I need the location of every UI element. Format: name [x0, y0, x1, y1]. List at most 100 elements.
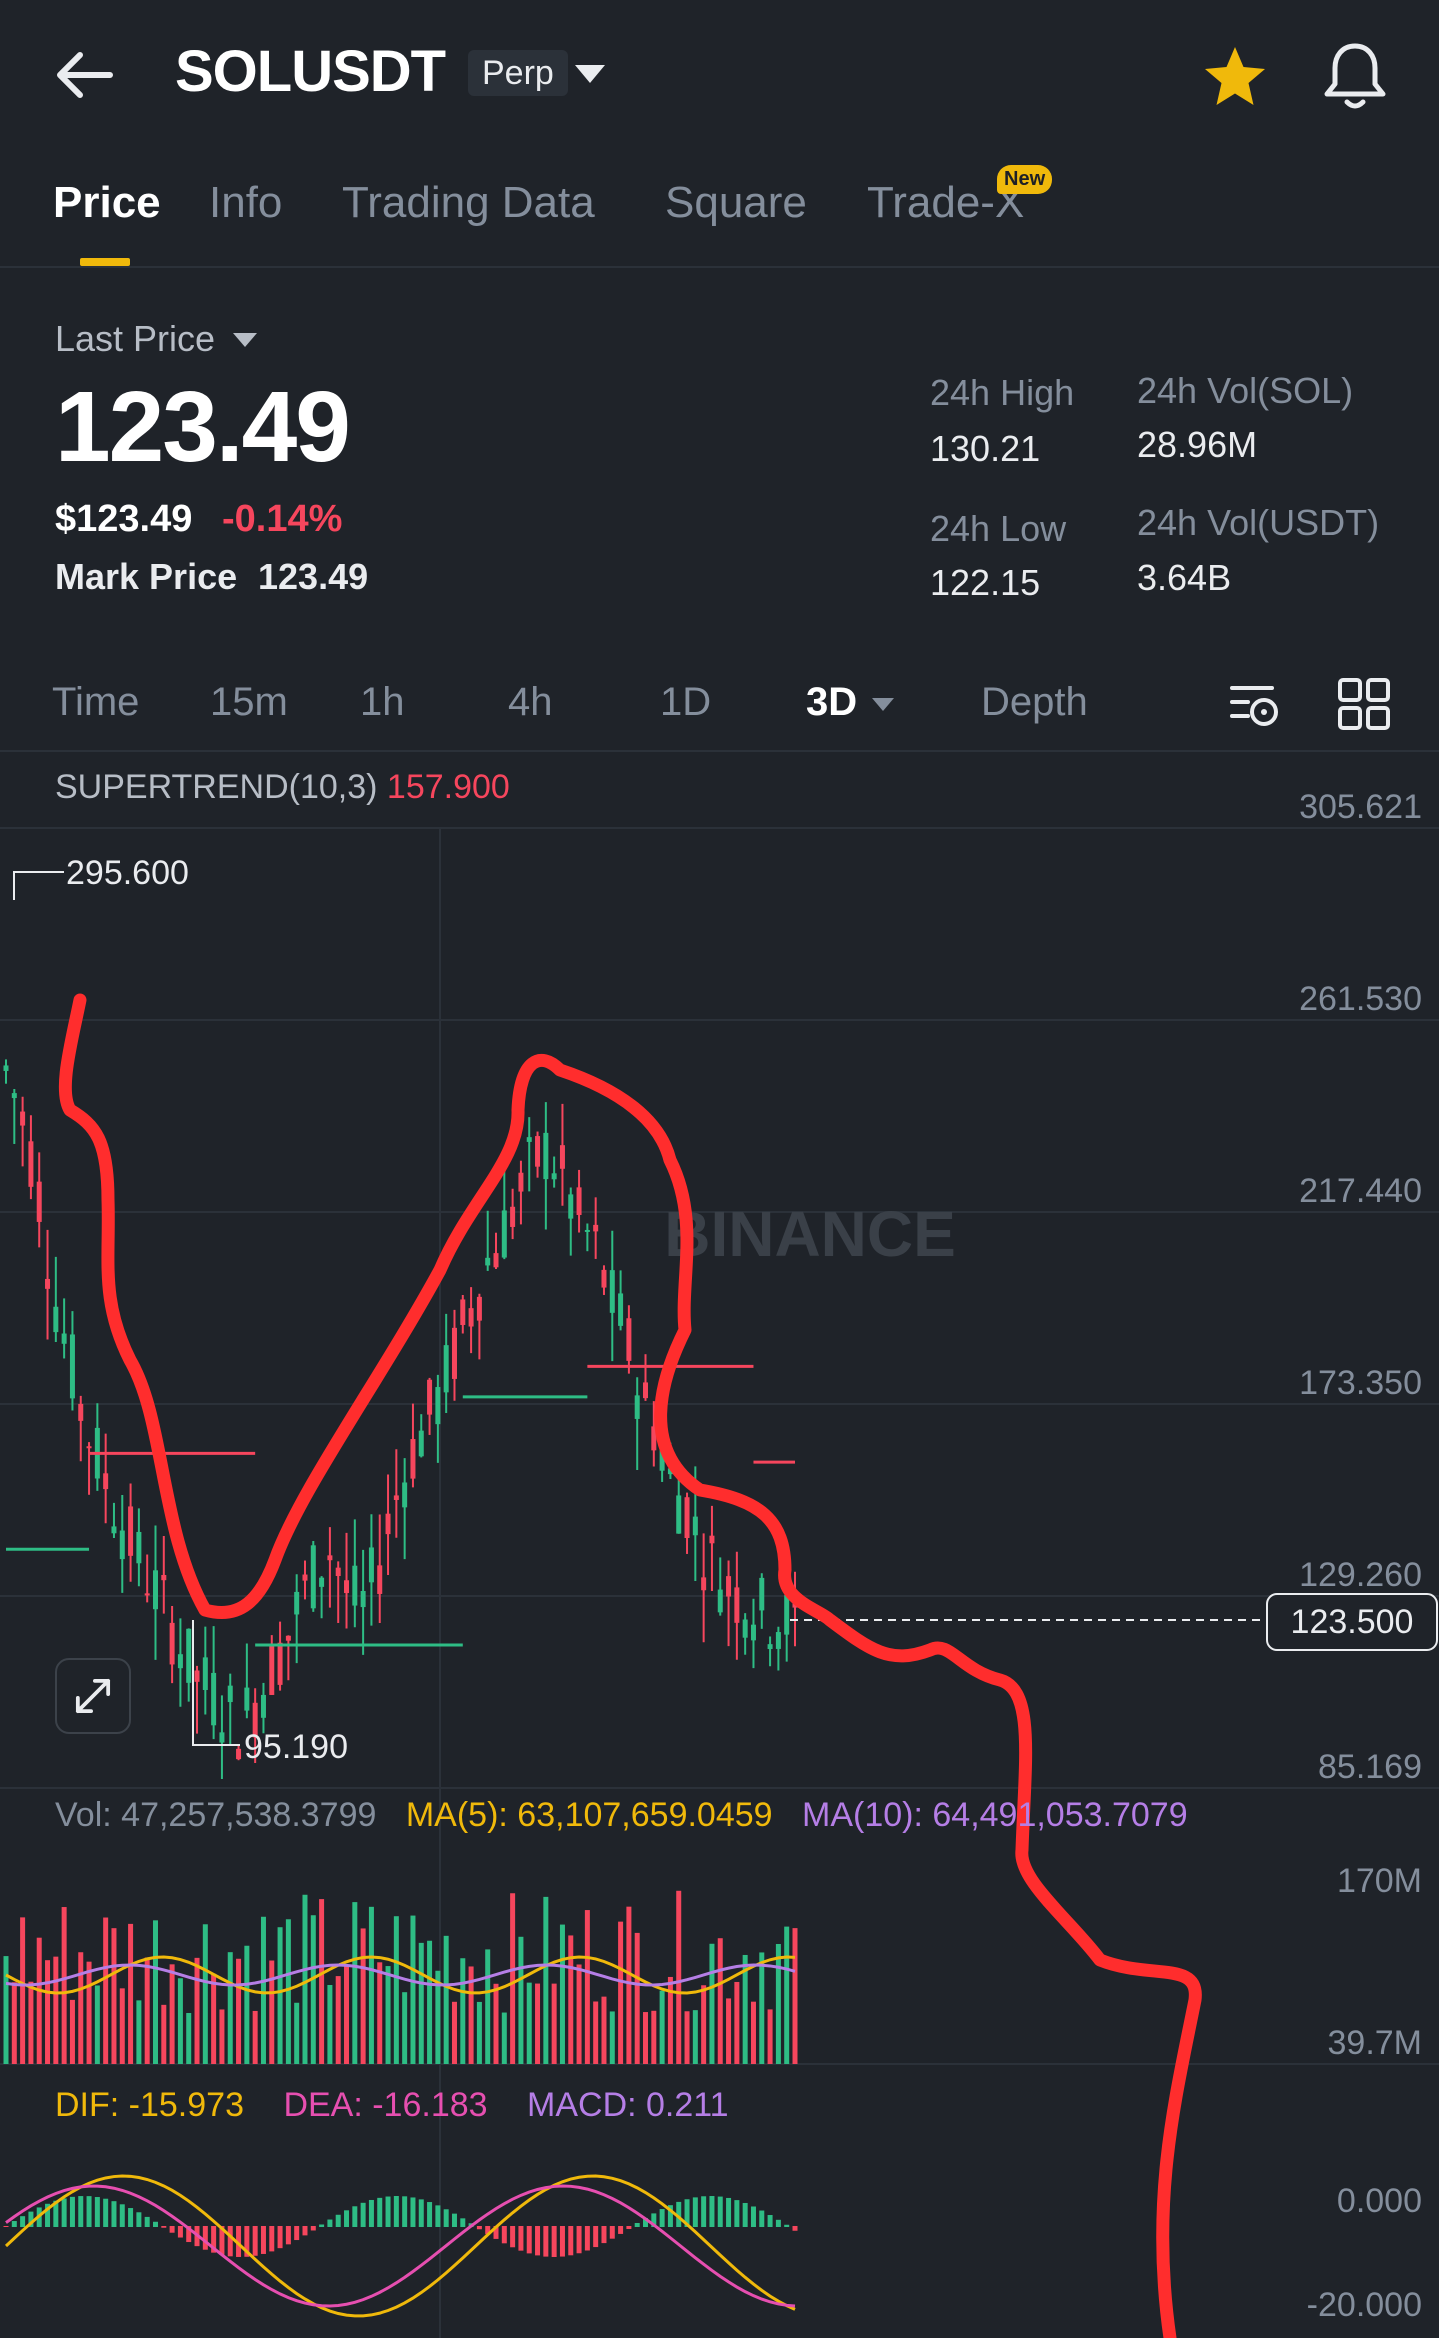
macd-histogram-bar [335, 2214, 341, 2227]
volume-bar [518, 1936, 524, 2064]
volume-bar [717, 1938, 723, 2064]
volume-bar [535, 1983, 541, 2064]
macd-histogram-bar [53, 2200, 59, 2227]
volume-bar [393, 1916, 399, 2064]
indicator-settings-icon[interactable] [1228, 676, 1284, 732]
tab-trading-data[interactable]: Trading Data [342, 178, 595, 227]
candle-body [377, 1565, 383, 1594]
candle-body [352, 1565, 358, 1606]
macd-histogram-bar [684, 2199, 690, 2227]
macd-histogram-bar [368, 2199, 374, 2227]
interval-4h[interactable]: 4h [508, 680, 553, 724]
price-chart[interactable]: BINANCE 305.621 261.530 217.440 173.350 … [0, 752, 1439, 2338]
volume-bar [559, 1924, 565, 2064]
candle-body [111, 1526, 117, 1534]
macd-histogram-bar [319, 2224, 325, 2227]
back-arrow-icon[interactable] [50, 40, 120, 110]
volume-ma-line [5, 1963, 796, 1987]
interval-1d[interactable]: 1D [660, 680, 712, 724]
volume-bar [319, 1899, 325, 2064]
active-tab-indicator [80, 258, 130, 266]
macd-histogram-bar [518, 2226, 524, 2251]
volume-bar [402, 1992, 408, 2064]
vol-y-tick: 39.7M [1328, 2024, 1423, 2062]
volume-bar [443, 1935, 449, 2064]
macd-histogram-bar [443, 2209, 449, 2227]
candle-body [211, 1672, 217, 1726]
chevron-down-icon[interactable] [233, 333, 257, 347]
candle-body [227, 1685, 233, 1703]
tab-square[interactable]: Square [665, 178, 807, 227]
candle-body [144, 1593, 150, 1596]
interval-15m[interactable]: 15m [210, 680, 288, 724]
volume-legend: Vol: 47,257,538.3799 MA(5): 63,107,659.0… [55, 1796, 1188, 1835]
expand-icon[interactable] [55, 1658, 131, 1734]
volume-bar [219, 2009, 225, 2064]
candle-body [485, 1257, 491, 1266]
volume-bar [784, 1926, 790, 2064]
candle-body [559, 1145, 565, 1169]
star-icon[interactable] [1200, 42, 1270, 112]
candle-body [78, 1403, 84, 1421]
y-tick: 261.530 [1299, 980, 1422, 1018]
macd-histogram-bar [543, 2226, 549, 2257]
candle-body [128, 1506, 134, 1556]
macd-legend: DIF: -15.973 DEA: -16.183 MACD: 0.211 [55, 2086, 729, 2125]
volume-bar [335, 1976, 341, 2064]
candle-body [119, 1530, 125, 1560]
interval-3d[interactable]: 3D [806, 680, 858, 724]
volume-bar [128, 1923, 134, 2064]
ma10-value: MA(10): 64,491,053.7079 [802, 1796, 1188, 1834]
candle-body [576, 1187, 582, 1215]
tab-info[interactable]: Info [209, 178, 283, 227]
candle-body [302, 1574, 308, 1581]
volume-bar [659, 1990, 665, 2064]
volume-bar [344, 1965, 350, 2064]
macd-histogram-bar [692, 2197, 698, 2227]
bell-icon[interactable] [1320, 38, 1390, 114]
volume-bar [493, 1983, 499, 2064]
volume-bar [352, 1902, 358, 2064]
candle-body [28, 1141, 34, 1187]
macd-value: MACD: 0.211 [527, 2086, 729, 2124]
supertrend-value: 157.900 [386, 768, 510, 806]
macd-histogram-bar [144, 2216, 150, 2227]
volume-bar [792, 1928, 798, 2064]
interval-1h[interactable]: 1h [360, 680, 405, 724]
dea-value: DEA: -16.183 [283, 2086, 488, 2124]
volume-bar [692, 2010, 698, 2064]
macd-histogram-bar [3, 2226, 9, 2227]
candle-body [634, 1395, 640, 1419]
candle-body [593, 1224, 599, 1232]
macd-histogram-bar [111, 2201, 117, 2227]
volume-bar [244, 1945, 250, 2064]
macd-histogram-bar [11, 2221, 17, 2227]
tab-price[interactable]: Price [53, 178, 161, 227]
chevron-down-icon[interactable] [872, 698, 894, 711]
macd-histogram-bar [501, 2226, 507, 2244]
last-price-label[interactable]: Last Price [55, 318, 216, 359]
grid-layout-icon[interactable] [1336, 676, 1392, 732]
interval-depth[interactable]: Depth [981, 680, 1088, 724]
volume-bar [260, 1916, 266, 2064]
volume-bar [294, 2002, 300, 2064]
candle-body [327, 1555, 333, 1561]
macd-histogram-bar [128, 2208, 134, 2227]
low-24h-label: 24h Low [930, 508, 1067, 549]
symbol-title[interactable]: SOLUSDT [175, 39, 446, 104]
volume-bar [61, 1907, 67, 2064]
chevron-down-icon[interactable] [575, 65, 605, 83]
hand-drawn-annotation [58, 993, 1202, 2338]
interval-time[interactable]: Time [52, 680, 140, 724]
candle-body [410, 1439, 416, 1479]
supertrend-label: SUPERTREND(10,3) 157.900 [55, 768, 510, 806]
vol-sol-value: 28.96M [1137, 424, 1258, 465]
low-marker: 95.190 [244, 1728, 348, 1766]
candle-body [626, 1318, 632, 1361]
volume-bar [410, 1915, 416, 2064]
volume-bar [186, 2012, 192, 2064]
candle-body [493, 1253, 499, 1268]
macd-histogram-bar [643, 2218, 649, 2227]
candle-body [236, 1748, 242, 1760]
volume-bar [709, 1943, 715, 2064]
